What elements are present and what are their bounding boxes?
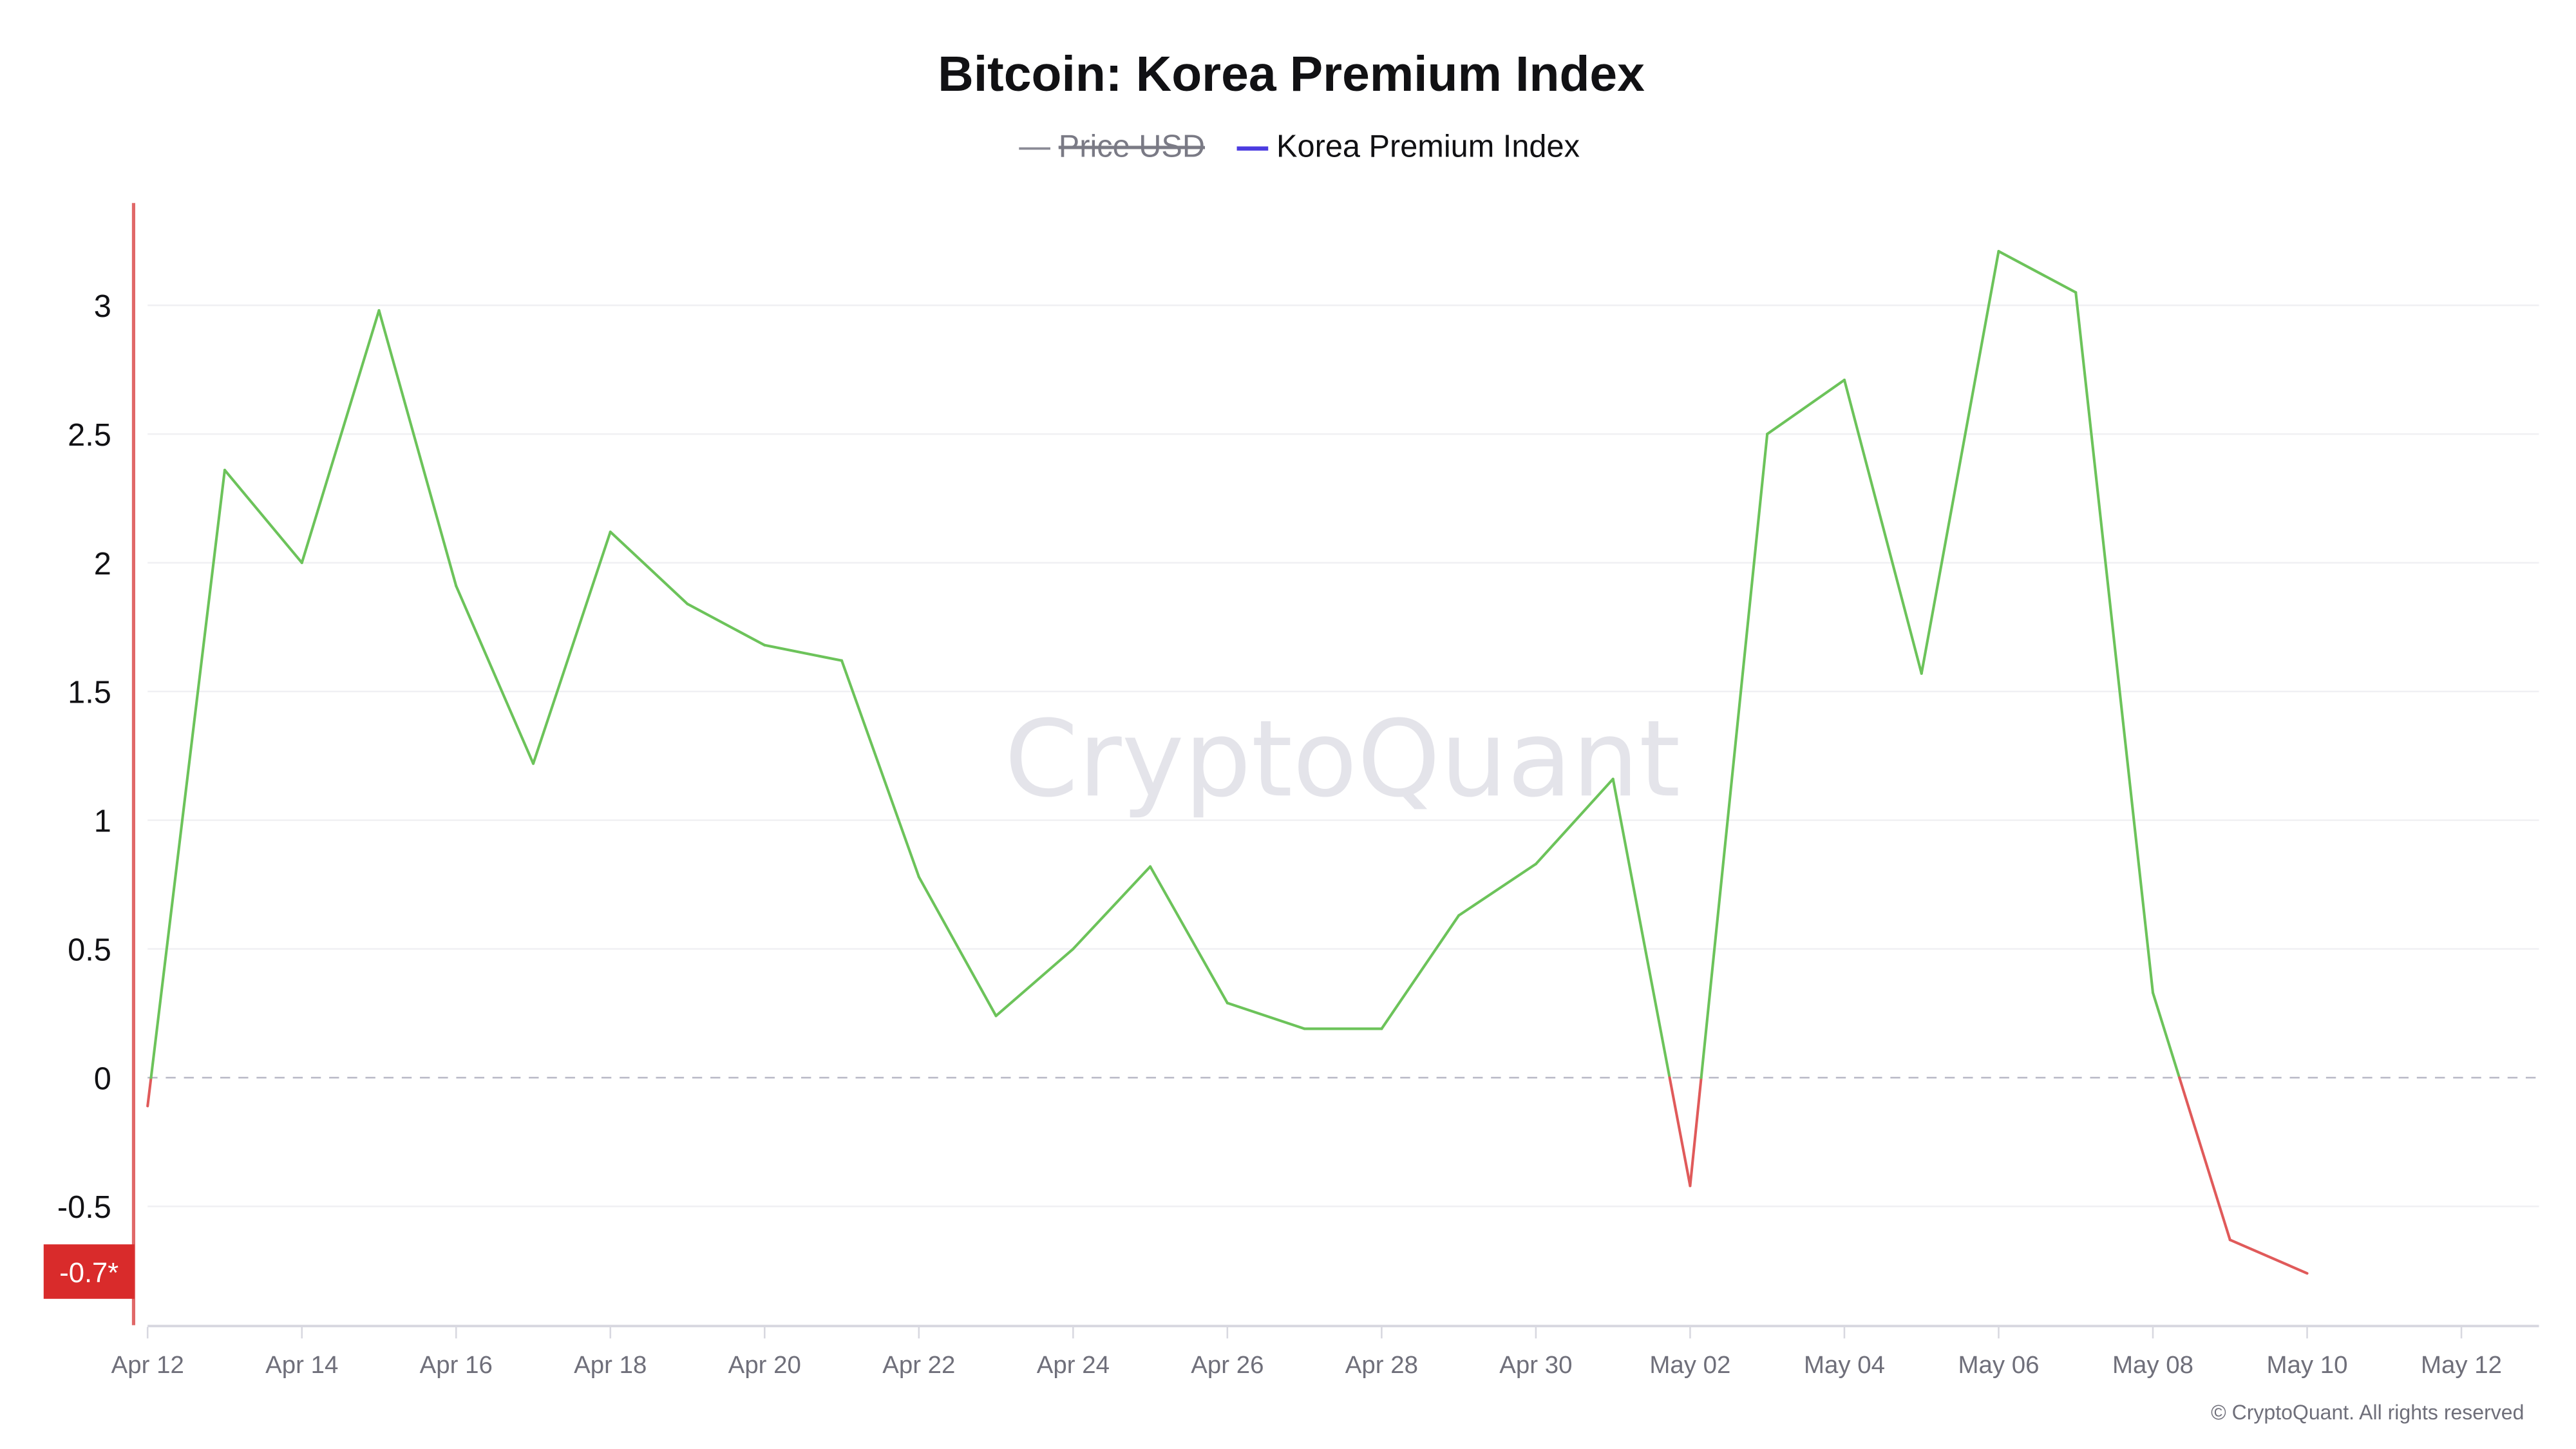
line-segment <box>455 584 535 765</box>
x-tick-label: Apr 12 <box>111 1351 184 1379</box>
legend-label-korea-premium: Korea Premium Index <box>1276 129 1580 164</box>
line-segment <box>300 309 381 564</box>
x-tick-label: Apr 14 <box>265 1351 338 1379</box>
x-tick-label: May 08 <box>2112 1351 2193 1379</box>
legend-item-korea-premium[interactable]: Korea Premium Index <box>1236 129 1580 164</box>
line-segment <box>1380 914 1461 1030</box>
line-segment <box>146 1076 153 1108</box>
line-segment <box>1149 865 1229 1005</box>
series-korea-premium-index[interactable] <box>146 250 2309 1275</box>
line-segment <box>994 947 1075 1018</box>
line-segment <box>1611 777 1671 1079</box>
gridlines <box>147 304 2539 1208</box>
line-segment <box>2228 1238 2309 1275</box>
line-segment <box>1689 1076 1703 1188</box>
x-tick-label: May 02 <box>1649 1351 1730 1379</box>
line-segment <box>149 468 227 1079</box>
x-tick-label: May 10 <box>2267 1351 2348 1379</box>
x-axis-labels: Apr 12 Apr 14 Apr 16 Apr 18 Apr 20 Apr 22 Apr … <box>111 1327 2502 1379</box>
x-tick-label: Apr 22 <box>882 1351 955 1379</box>
x-tick-label: May 06 <box>1958 1351 2039 1379</box>
line-segment <box>1700 432 1769 1079</box>
line-segment <box>223 468 303 564</box>
legend-item-price-usd[interactable]: Price USD <box>1019 129 1205 164</box>
chart-title: Bitcoin: Korea Premium Index <box>938 46 1645 102</box>
x-tick-label: Apr 26 <box>1191 1351 1264 1379</box>
x-tick-label: Apr 24 <box>1037 1351 1110 1379</box>
line-segment <box>840 659 920 878</box>
line-segment <box>1226 1001 1306 1030</box>
y-tick-label: 2.5 <box>68 418 111 453</box>
y-tick-label: -0.5 <box>57 1190 111 1225</box>
line-segment <box>1997 250 2078 294</box>
x-tick-label: Apr 16 <box>420 1351 493 1379</box>
legend: Price USD Korea Premium Index <box>1019 129 1580 164</box>
line-segment <box>609 530 689 605</box>
watermark: CryptoQuant <box>1005 697 1681 820</box>
line-segment <box>917 875 998 1018</box>
x-tick-label: Apr 28 <box>1345 1351 1418 1379</box>
x-tick-label: Apr 30 <box>1499 1351 1572 1379</box>
y-axis-labels: 3 2.5 2 1.5 1 0.5 0 -0.5 <box>57 289 111 1225</box>
line-segment <box>686 602 766 647</box>
line-segment <box>2151 991 2181 1079</box>
current-value-badge <box>43 1244 135 1299</box>
line-segment <box>763 643 844 662</box>
line-segment <box>531 530 612 765</box>
current-value-marker: -0.7* <box>43 1244 135 1299</box>
x-tick-label: Apr 18 <box>574 1351 647 1379</box>
copyright-text: © CryptoQuant. All rights reserved <box>2211 1401 2524 1424</box>
current-value-label: -0.7* <box>59 1258 118 1289</box>
line-segment <box>1457 862 1537 917</box>
line-segment <box>1920 250 2000 675</box>
line-segment <box>2074 291 2155 994</box>
line-segment <box>1766 378 1846 436</box>
y-tick-label: 0 <box>94 1061 111 1096</box>
line-segment <box>2178 1076 2231 1242</box>
line-segment <box>1072 865 1152 951</box>
line-segment <box>377 309 458 587</box>
x-tick-label: May 12 <box>2421 1351 2502 1379</box>
y-tick-label: 1 <box>94 804 111 839</box>
line-segment <box>1842 378 1923 675</box>
line-segment <box>1534 777 1615 866</box>
line-segment <box>1668 1076 1692 1188</box>
x-tick-label: May 04 <box>1804 1351 1885 1379</box>
y-tick-label: 0.5 <box>68 933 111 967</box>
y-tick-label: 2 <box>94 547 111 582</box>
x-tick-label: Apr 20 <box>728 1351 801 1379</box>
y-tick-label: 3 <box>94 289 111 324</box>
y-tick-label: 1.5 <box>68 676 111 710</box>
